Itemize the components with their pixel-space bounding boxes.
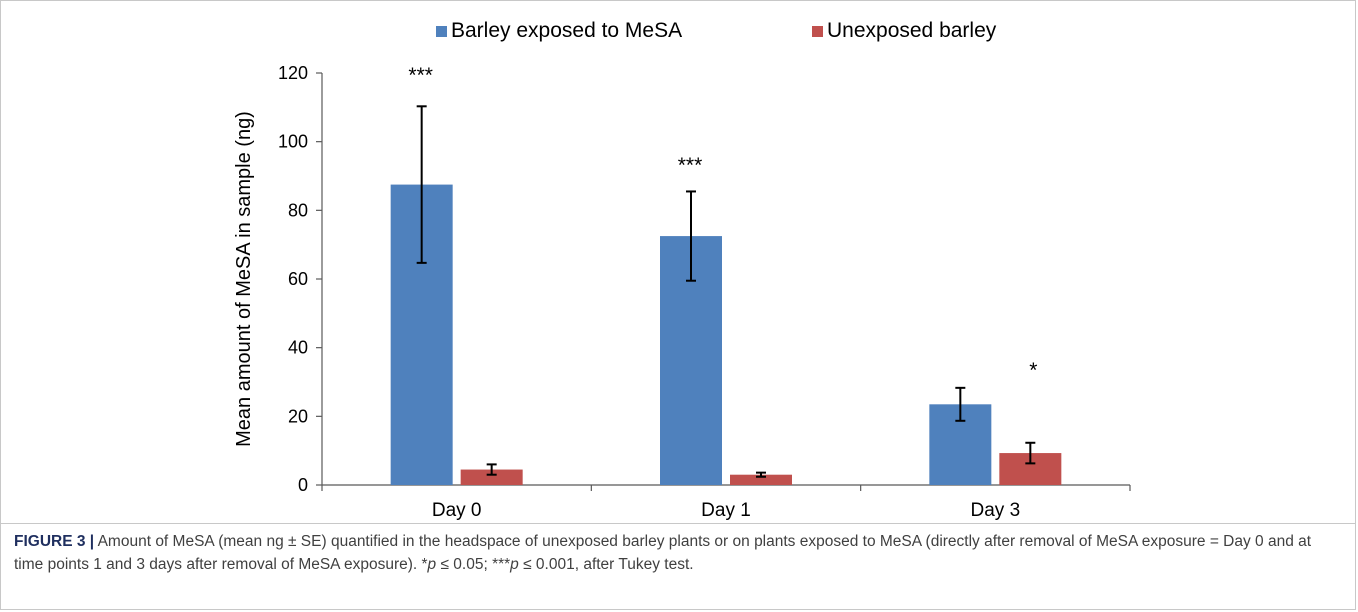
caption-text-1: Amount of MeSA (mean ng ± SE) quantified… xyxy=(14,533,1312,573)
caption-p-symbol-1: p xyxy=(427,556,437,573)
legend-label: Barley exposed to MeSA xyxy=(451,19,682,42)
x-tick-label: Day 3 xyxy=(971,500,1021,520)
y-tick-label: 120 xyxy=(278,63,308,83)
x-tick-label: Day 0 xyxy=(432,500,482,520)
figure-caption: FIGURE 3 | Amount of MeSA (mean ng ± SE)… xyxy=(14,530,1344,576)
y-tick-label: 20 xyxy=(288,406,308,426)
figure-label: FIGURE 3 | xyxy=(14,533,95,550)
bar xyxy=(460,469,523,485)
caption-text-2: ≤ 0.05; *** xyxy=(436,556,511,573)
caption-divider xyxy=(1,523,1355,524)
y-tick-label: 60 xyxy=(288,269,308,289)
y-tick-label: 40 xyxy=(288,338,308,358)
bar xyxy=(730,474,792,485)
y-tick-label: 0 xyxy=(298,475,308,495)
legend-swatch xyxy=(812,26,823,37)
y-axis-label: Mean amount of MeSA in sample (ng) xyxy=(233,111,255,447)
y-tick-label: 80 xyxy=(288,200,308,220)
legend-swatch xyxy=(436,26,447,37)
significance-label: *** xyxy=(678,154,703,177)
caption-text-3: ≤ 0.001, after Tukey test. xyxy=(518,556,694,573)
legend-label: Unexposed barley xyxy=(827,19,997,42)
bar-chart: 0 20 40 60 80 100 120 Day 0 Day 1 Day 3 Mean amoun… xyxy=(233,19,1131,520)
y-tick-label: 100 xyxy=(278,132,308,152)
caption-p-symbol-2: p xyxy=(510,556,519,573)
significance-label: * xyxy=(1029,359,1037,382)
significance-label: *** xyxy=(408,64,433,87)
x-tick-label: Day 1 xyxy=(701,500,751,520)
